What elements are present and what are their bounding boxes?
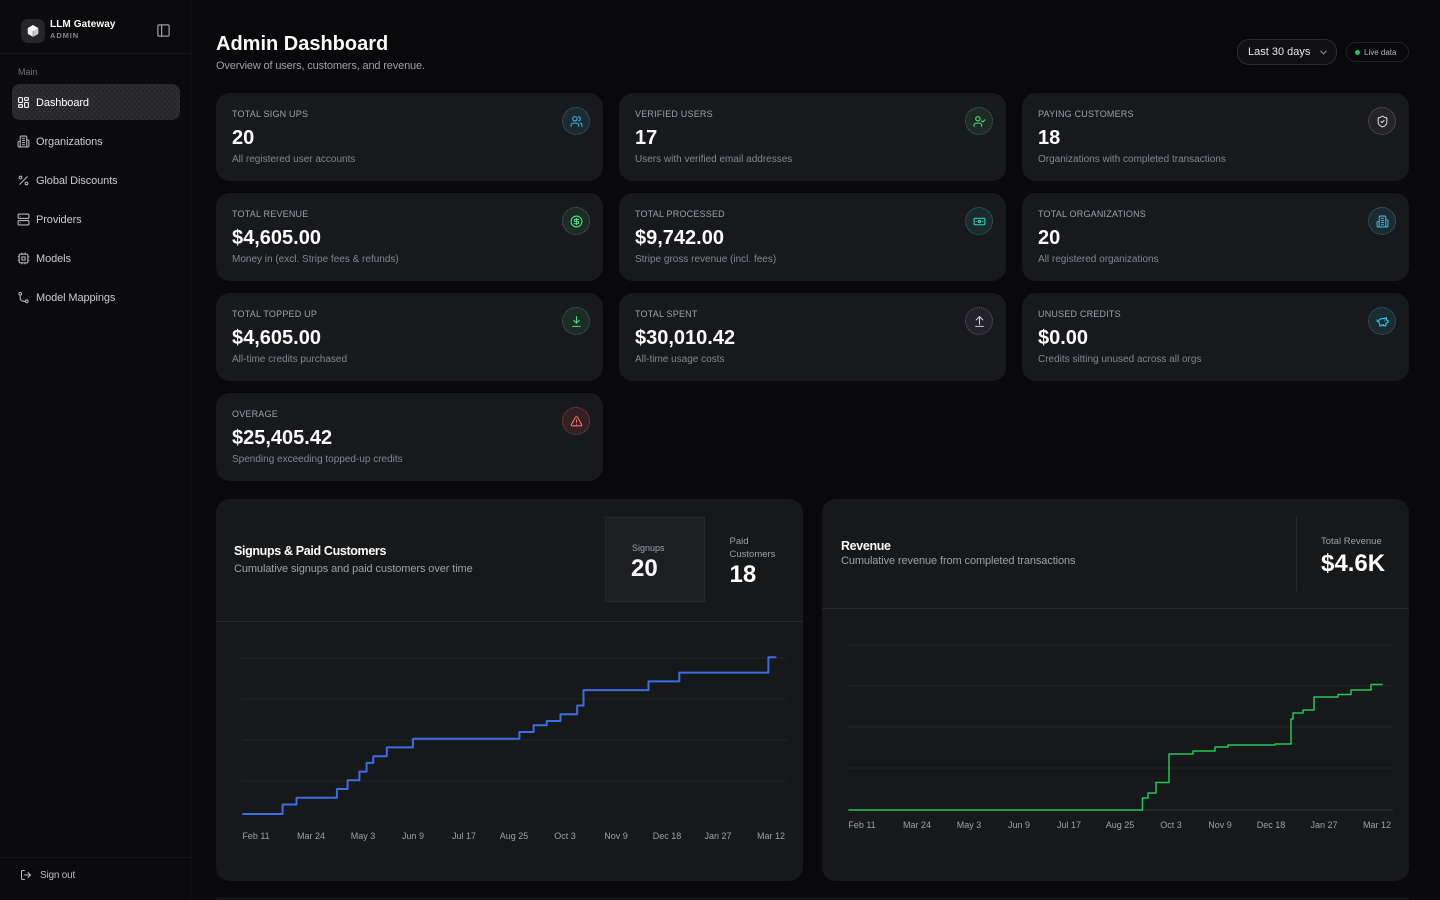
svg-text:Mar 12: Mar 12	[1363, 820, 1391, 830]
svg-text:Oct 3: Oct 3	[1160, 820, 1182, 830]
svg-text:Mar 24: Mar 24	[903, 820, 931, 830]
svg-text:Jan 27: Jan 27	[1310, 820, 1337, 830]
svg-text:Nov 9: Nov 9	[1208, 820, 1232, 830]
svg-text:Mar 24: Mar 24	[297, 831, 325, 841]
svg-text:Oct 3: Oct 3	[554, 831, 576, 841]
svg-text:Jul 17: Jul 17	[1057, 820, 1081, 830]
svg-text:Jun 9: Jun 9	[1008, 820, 1030, 830]
svg-text:Dec 18: Dec 18	[653, 831, 682, 841]
svg-text:May 3: May 3	[957, 820, 982, 830]
svg-text:Jun 9: Jun 9	[402, 831, 424, 841]
svg-text:Jan 27: Jan 27	[704, 831, 731, 841]
svg-text:Feb 11: Feb 11	[848, 820, 875, 830]
svg-text:Nov 9: Nov 9	[604, 831, 628, 841]
svg-text:May 3: May 3	[351, 831, 376, 841]
svg-text:Feb 11: Feb 11	[242, 831, 269, 841]
svg-text:Aug 25: Aug 25	[1106, 820, 1135, 830]
svg-text:Jul 17: Jul 17	[452, 831, 476, 841]
svg-text:Aug 25: Aug 25	[500, 831, 529, 841]
svg-text:Dec 18: Dec 18	[1257, 820, 1286, 830]
svg-text:Mar 12: Mar 12	[757, 831, 785, 841]
